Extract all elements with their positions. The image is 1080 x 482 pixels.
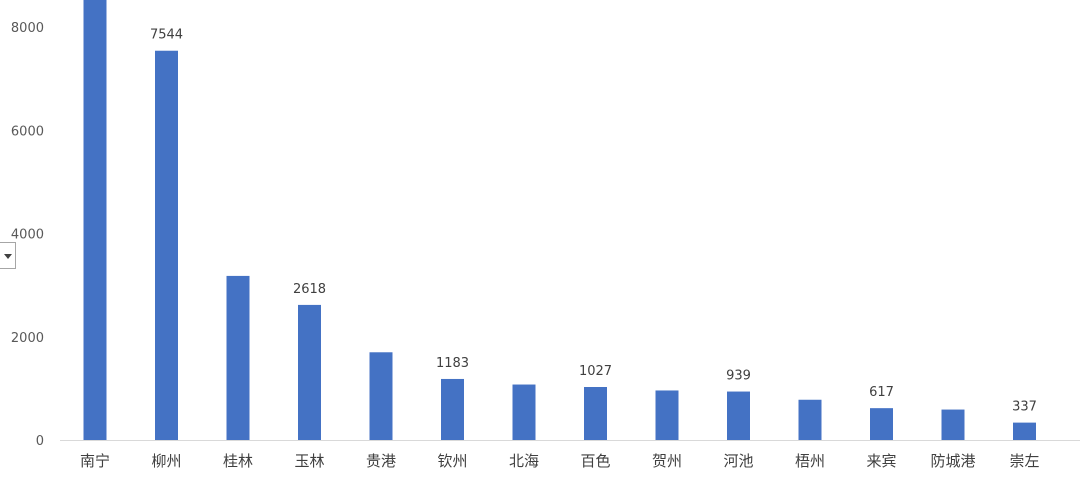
y-tick-label: 8000 bbox=[11, 21, 44, 36]
bar bbox=[584, 387, 607, 440]
bar bbox=[512, 384, 536, 440]
x-tick-label: 北海 bbox=[509, 452, 539, 470]
x-tick-label: 贺州 bbox=[652, 452, 682, 470]
bars bbox=[83, 0, 1036, 440]
bar bbox=[655, 390, 679, 440]
x-tick-label: 贵港 bbox=[366, 452, 396, 470]
bar bbox=[83, 0, 107, 440]
x-tick-label: 梧州 bbox=[795, 452, 825, 470]
y-tick-label: 6000 bbox=[11, 124, 44, 139]
bar bbox=[1013, 422, 1036, 440]
y-tick-label: 2000 bbox=[11, 331, 44, 346]
bar bbox=[298, 304, 321, 440]
x-tick-label: 玉林 bbox=[294, 452, 324, 470]
x-tick-label: 南宁 bbox=[80, 452, 110, 470]
data-label: 1183 bbox=[436, 356, 469, 371]
y-tick-label: 0 bbox=[36, 434, 44, 449]
data-labels: 7544 2618 1183 1027 939 617 337 bbox=[150, 28, 1037, 415]
bar bbox=[226, 275, 250, 440]
x-tick-label: 柳州 bbox=[151, 452, 181, 470]
x-tick-label: 来宾 bbox=[866, 452, 896, 470]
data-label: 1027 bbox=[579, 364, 612, 379]
x-tick-label: 防城港 bbox=[930, 452, 975, 470]
x-tick-label: 钦州 bbox=[437, 452, 467, 470]
data-label: 617 bbox=[869, 385, 894, 400]
bar bbox=[727, 391, 750, 440]
data-label: 7544 bbox=[150, 28, 183, 43]
bar bbox=[870, 408, 893, 440]
bar bbox=[798, 399, 822, 440]
bar bbox=[441, 378, 464, 440]
bar bbox=[155, 50, 178, 440]
x-tick-label: 百色 bbox=[580, 452, 610, 470]
y-axis: 0 2000 4000 6000 8000 bbox=[11, 21, 44, 449]
data-label: 2618 bbox=[293, 282, 326, 297]
y-tick-label: 4000 bbox=[11, 228, 44, 243]
x-tick-label: 崇左 bbox=[1009, 452, 1039, 470]
x-tick-label: 桂林 bbox=[223, 452, 253, 470]
x-axis: 南宁 柳州 桂林 玉林 贵港 钦州 北海 百色 贺州 河池 梧州 来宾 防城港 崇左 bbox=[80, 452, 1040, 470]
data-label: 337 bbox=[1012, 400, 1037, 415]
filter-dropdown-button[interactable] bbox=[0, 242, 16, 269]
bar bbox=[941, 409, 965, 440]
x-tick-label: 河池 bbox=[723, 452, 753, 470]
data-label: 939 bbox=[726, 369, 751, 384]
bar bbox=[369, 352, 393, 440]
